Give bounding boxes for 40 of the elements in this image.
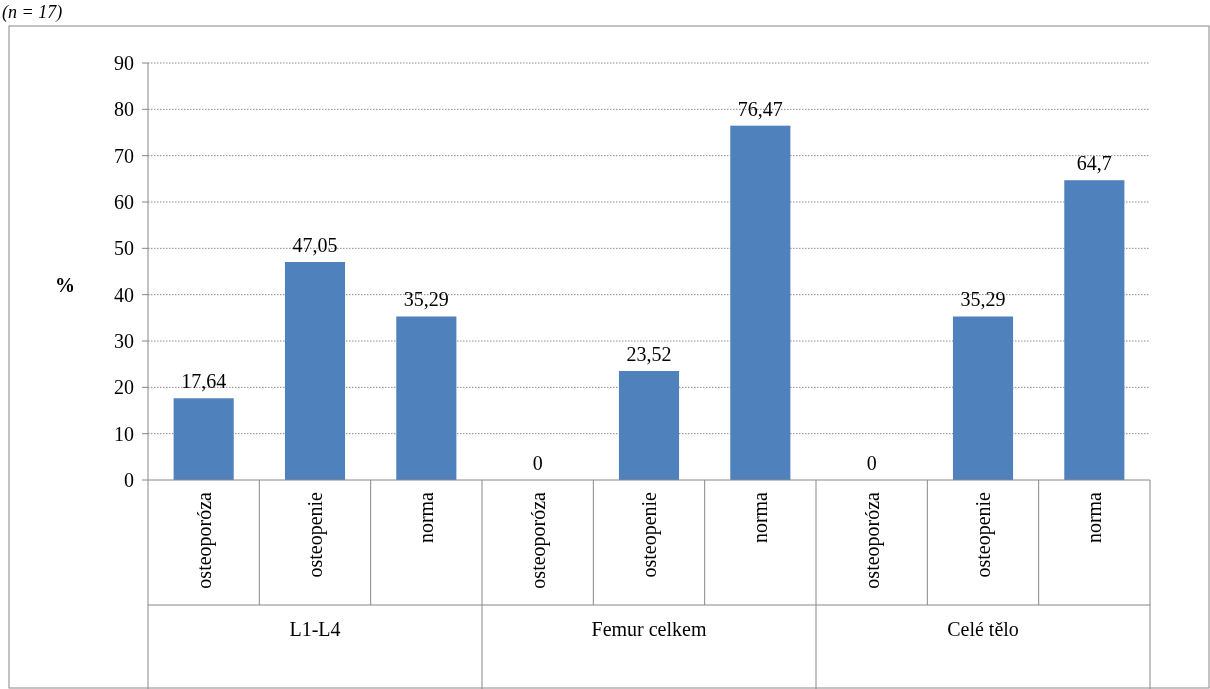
bar bbox=[730, 125, 791, 480]
x-tick-label: norma bbox=[1083, 491, 1106, 544]
text: Celé tělo bbox=[947, 618, 1019, 640]
y-tick-label: 40 bbox=[114, 283, 134, 306]
x-tick-label: osteoporóza bbox=[526, 491, 550, 589]
x-tick-label: norma bbox=[749, 491, 772, 544]
y-tick-label: 80 bbox=[114, 98, 134, 121]
y-tick-label: 20 bbox=[114, 376, 134, 399]
data-label: 47,05 bbox=[292, 234, 338, 256]
y-tick-label: 0 bbox=[124, 469, 134, 491]
y-tick-label: 70 bbox=[114, 144, 134, 167]
bar bbox=[173, 398, 234, 480]
bar bbox=[618, 371, 680, 480]
y-tick-label: 60 bbox=[114, 191, 134, 213]
x-tick-label: osteopenie bbox=[304, 491, 327, 578]
y-tick-label: 10 bbox=[114, 422, 134, 445]
data-label: 64,7 bbox=[1076, 152, 1112, 175]
bar bbox=[1064, 180, 1125, 480]
text: Femur celkem bbox=[591, 618, 707, 640]
y-axis-title: % bbox=[55, 273, 75, 296]
bar bbox=[396, 316, 457, 480]
x-tick-label: osteoporóza bbox=[860, 491, 884, 589]
x-tick-label: osteopenie bbox=[638, 491, 661, 578]
data-label: 17,64 bbox=[181, 370, 227, 393]
data-label: 76,47 bbox=[737, 97, 783, 120]
x-tick-label: osteopenie bbox=[972, 491, 995, 578]
data-label: 23,52 bbox=[626, 343, 672, 366]
x-tick-label: norma bbox=[415, 491, 438, 544]
data-label: 0 bbox=[866, 452, 877, 474]
data-label: 35,29 bbox=[403, 288, 449, 311]
y-tick-label: 30 bbox=[114, 330, 134, 352]
x-tick-label: osteoporóza bbox=[192, 491, 216, 589]
chart-title: (n = 17) bbox=[2, 2, 63, 23]
text: L1-L4 bbox=[289, 618, 341, 640]
data-label: 0 bbox=[532, 452, 543, 474]
bar bbox=[952, 316, 1014, 480]
y-tick-label: 90 bbox=[114, 52, 134, 74]
data-label: 35,29 bbox=[960, 288, 1006, 311]
y-tick-label: 50 bbox=[114, 237, 134, 260]
bar bbox=[284, 262, 346, 480]
